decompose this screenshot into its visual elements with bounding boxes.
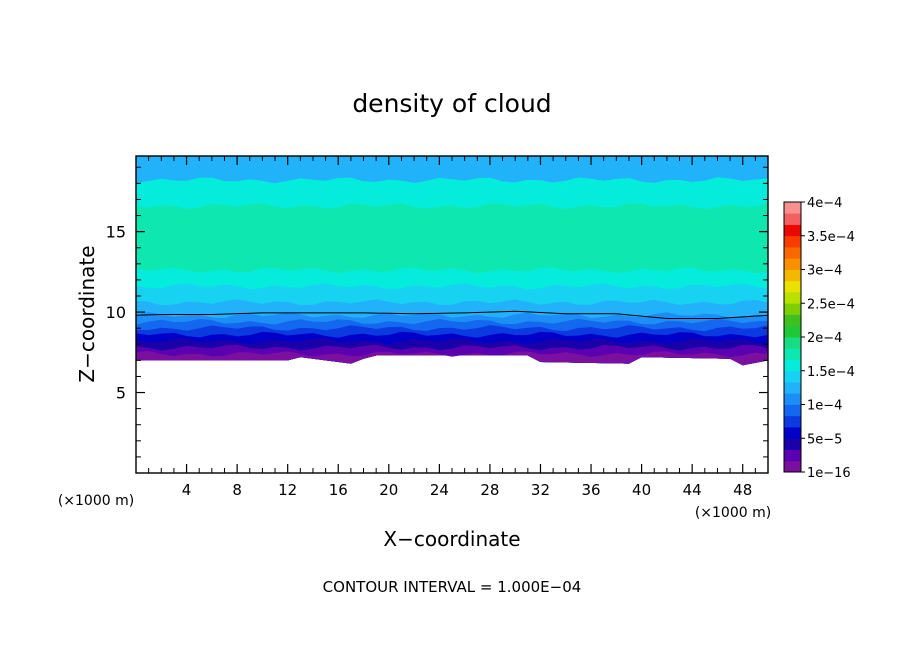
colorbar-label: 5e−5 bbox=[807, 432, 842, 447]
x-axis-label: X−coordinate bbox=[383, 527, 520, 551]
colorbar-swatch bbox=[784, 415, 801, 428]
colorbar-swatch bbox=[784, 382, 801, 394]
colorbar-swatch bbox=[784, 280, 801, 293]
x-tick-label: 16 bbox=[329, 481, 348, 499]
colorbar-swatch bbox=[784, 348, 801, 360]
colorbar-swatch bbox=[784, 438, 801, 450]
colorbar-swatch bbox=[784, 325, 801, 338]
colorbar-label: 2e−4 bbox=[807, 331, 842, 346]
colorbar-label: 2.5e−4 bbox=[807, 297, 855, 312]
y-tick-label: 10 bbox=[106, 303, 126, 322]
colorbar-swatch bbox=[784, 235, 801, 248]
y-tick-label: 15 bbox=[106, 223, 126, 242]
contour-fill-layer bbox=[136, 156, 768, 366]
colorbar-label: 3e−4 bbox=[807, 264, 842, 279]
colorbar-swatch bbox=[784, 460, 801, 473]
contour-interval-note: CONTOUR INTERVAL = 1.000E−04 bbox=[323, 578, 582, 596]
colorbar-swatch bbox=[784, 303, 801, 315]
x-tick-label: 12 bbox=[278, 481, 297, 499]
x-tick-label: 44 bbox=[683, 481, 702, 499]
colorbar-swatch bbox=[784, 449, 801, 462]
colorbar-label: 1e−16 bbox=[807, 466, 851, 481]
colorbar-label: 1.5e−4 bbox=[807, 365, 855, 380]
x-tick-label: 32 bbox=[531, 481, 550, 499]
colorbar-label: 3.5e−4 bbox=[807, 230, 855, 245]
x-units-label: (×1000 m) bbox=[695, 505, 771, 521]
colorbar-swatch bbox=[784, 202, 801, 214]
y-tick-label: 5 bbox=[116, 384, 126, 403]
colorbar-swatch bbox=[784, 404, 801, 417]
contour-line-layer bbox=[136, 310, 768, 319]
z-units-label: (×1000 m) bbox=[58, 493, 134, 509]
x-tick-label: 28 bbox=[480, 481, 499, 499]
x-tick-label: 4 bbox=[182, 481, 192, 499]
colorbar-label: 1e−4 bbox=[807, 399, 842, 414]
colorbar-swatch bbox=[784, 393, 801, 405]
x-tick-label: 24 bbox=[430, 481, 449, 499]
colorbar-swatch bbox=[784, 292, 801, 304]
contour-band bbox=[136, 350, 768, 366]
x-tick-label: 48 bbox=[733, 481, 752, 499]
y-axis-label: Z−coordinate bbox=[75, 245, 99, 382]
colorbar-swatch bbox=[784, 247, 801, 259]
contour-line-1e-4 bbox=[136, 310, 768, 319]
x-tick-label: 20 bbox=[379, 481, 398, 499]
x-tick-label: 36 bbox=[581, 481, 600, 499]
colorbar-swatch bbox=[784, 213, 801, 225]
colorbar-swatch bbox=[784, 258, 801, 270]
colorbar-swatch bbox=[784, 427, 801, 439]
x-tick-label: 8 bbox=[232, 481, 242, 499]
colorbar: 4e−4 3.5e−4 3e−4 2.5e−4 2e−4 1.5e−4 1e−4 5e−5 1e… bbox=[783, 196, 855, 481]
colorbar-swatch bbox=[784, 224, 801, 237]
colorbar-swatch bbox=[784, 359, 801, 372]
x-tick-label: 40 bbox=[632, 481, 651, 499]
colorbar-swatch bbox=[784, 269, 801, 282]
colorbar-swatch bbox=[784, 314, 801, 327]
colorbar-label: 4e−4 bbox=[807, 196, 842, 211]
colorbar-swatch bbox=[784, 337, 801, 349]
chart-title: density of cloud bbox=[352, 89, 551, 118]
colorbar-swatch bbox=[784, 370, 801, 383]
